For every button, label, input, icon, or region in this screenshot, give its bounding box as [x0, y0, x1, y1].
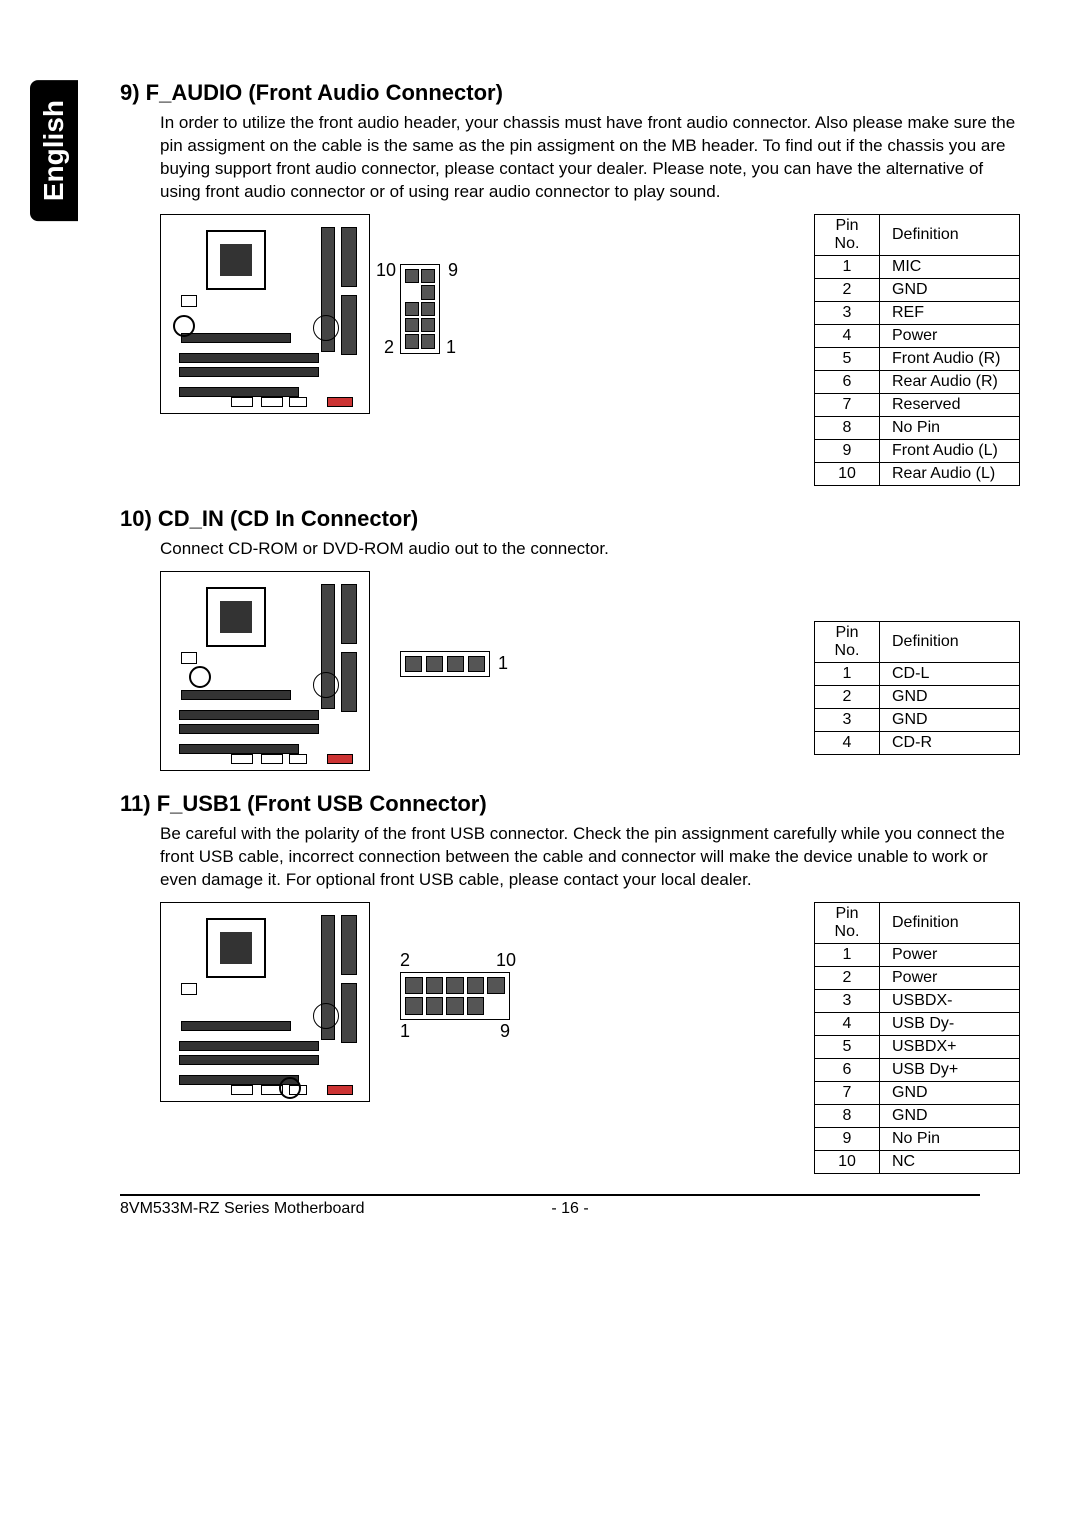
language-tab: English	[30, 80, 78, 221]
pinout-table-fusb: Pin No. Definition 1Power 2Power 3USBDX-…	[814, 902, 1020, 1174]
table-row: 10Rear Audio (L)	[815, 462, 1020, 485]
pin-label-10: 10	[376, 260, 396, 281]
table-row: 3GND	[815, 708, 1020, 731]
pin-label-10: 10	[496, 950, 516, 971]
pin-header-5x2: 10 9 2 1	[400, 264, 440, 354]
table-row: 4CD-R	[815, 731, 1020, 754]
motherboard-diagram	[160, 214, 370, 414]
table-row: 3USBDX-	[815, 989, 1020, 1012]
table-row: 1CD-L	[815, 662, 1020, 685]
page-content: 9) F_AUDIO (Front Audio Connector) In or…	[120, 80, 1020, 1218]
table-row: 1Power	[815, 943, 1020, 966]
table-row: 4USB Dy-	[815, 1012, 1020, 1035]
footer-divider	[120, 1194, 980, 1196]
pin-label-1: 1	[498, 653, 508, 674]
table-row: 5Front Audio (R)	[815, 347, 1020, 370]
pin-label-2: 2	[400, 950, 410, 971]
table-header-row: Pin No. Definition	[815, 214, 1020, 255]
table-row: 6Rear Audio (R)	[815, 370, 1020, 393]
table-header-pin: Pin No.	[815, 902, 880, 943]
table-header-def: Definition	[880, 621, 1020, 662]
pinout-table-faudio: Pin No. Definition 1MIC 2GND 3REF 4Power…	[814, 214, 1020, 486]
motherboard-diagram	[160, 571, 370, 771]
section-10-heading: 10) CD_IN (CD In Connector)	[120, 506, 1020, 532]
section-11-body: Be careful with the polarity of the fron…	[160, 823, 1020, 892]
table-header-pin: Pin No.	[815, 621, 880, 662]
pinout-table-cdin: Pin No. Definition 1CD-L 2GND 3GND 4CD-R	[814, 621, 1020, 755]
table-row: 7Reserved	[815, 393, 1020, 416]
pin-header-2x5: 2 10 1 9	[400, 972, 510, 1020]
footer-page-number: - 16 -	[510, 1200, 630, 1218]
table-header-row: Pin No. Definition	[815, 902, 1020, 943]
table-row: 9No Pin	[815, 1127, 1020, 1150]
table-row: 3REF	[815, 301, 1020, 324]
section-10-diagram-row: 1 Pin No. Definition 1CD-L 2GND 3GND 4CD…	[160, 571, 1020, 771]
section-9-heading: 9) F_AUDIO (Front Audio Connector)	[120, 80, 1020, 106]
table-header-row: Pin No. Definition	[815, 621, 1020, 662]
pin-header-1x4: 1	[400, 651, 490, 677]
pin-label-1: 1	[400, 1021, 410, 1042]
table-row: 8No Pin	[815, 416, 1020, 439]
table-header-pin: Pin No.	[815, 214, 880, 255]
section-9-body: In order to utilize the front audio head…	[160, 112, 1020, 204]
table-row: 5USBDX+	[815, 1035, 1020, 1058]
table-header-def: Definition	[880, 214, 1020, 255]
section-11-heading: 11) F_USB1 (Front USB Connector)	[120, 791, 1020, 817]
pin-label-2: 2	[384, 337, 394, 358]
pin-label-9: 9	[448, 260, 458, 281]
table-row: 6USB Dy+	[815, 1058, 1020, 1081]
footer-title: 8VM533M-RZ Series Motherboard	[120, 1200, 510, 1218]
page-footer: 8VM533M-RZ Series Motherboard - 16 -	[120, 1200, 1020, 1218]
table-row: 1MIC	[815, 255, 1020, 278]
table-row: 9Front Audio (L)	[815, 439, 1020, 462]
section-10-body: Connect CD-ROM or DVD-ROM audio out to t…	[160, 538, 1020, 561]
motherboard-diagram	[160, 902, 370, 1102]
section-9-diagram-row: 10 9 2 1 Pin No. Definition 1MIC 2GND 3R…	[160, 214, 1020, 486]
table-row: 2Power	[815, 966, 1020, 989]
pin-label-9: 9	[500, 1021, 510, 1042]
table-row: 7GND	[815, 1081, 1020, 1104]
table-row: 10NC	[815, 1150, 1020, 1173]
table-row: 2GND	[815, 278, 1020, 301]
table-row: 4Power	[815, 324, 1020, 347]
table-row: 8GND	[815, 1104, 1020, 1127]
table-header-def: Definition	[880, 902, 1020, 943]
table-row: 2GND	[815, 685, 1020, 708]
pin-label-1: 1	[446, 337, 456, 358]
section-11-diagram-row: 2 10 1 9 Pin No. Definition 1Power 2Powe…	[160, 902, 1020, 1174]
